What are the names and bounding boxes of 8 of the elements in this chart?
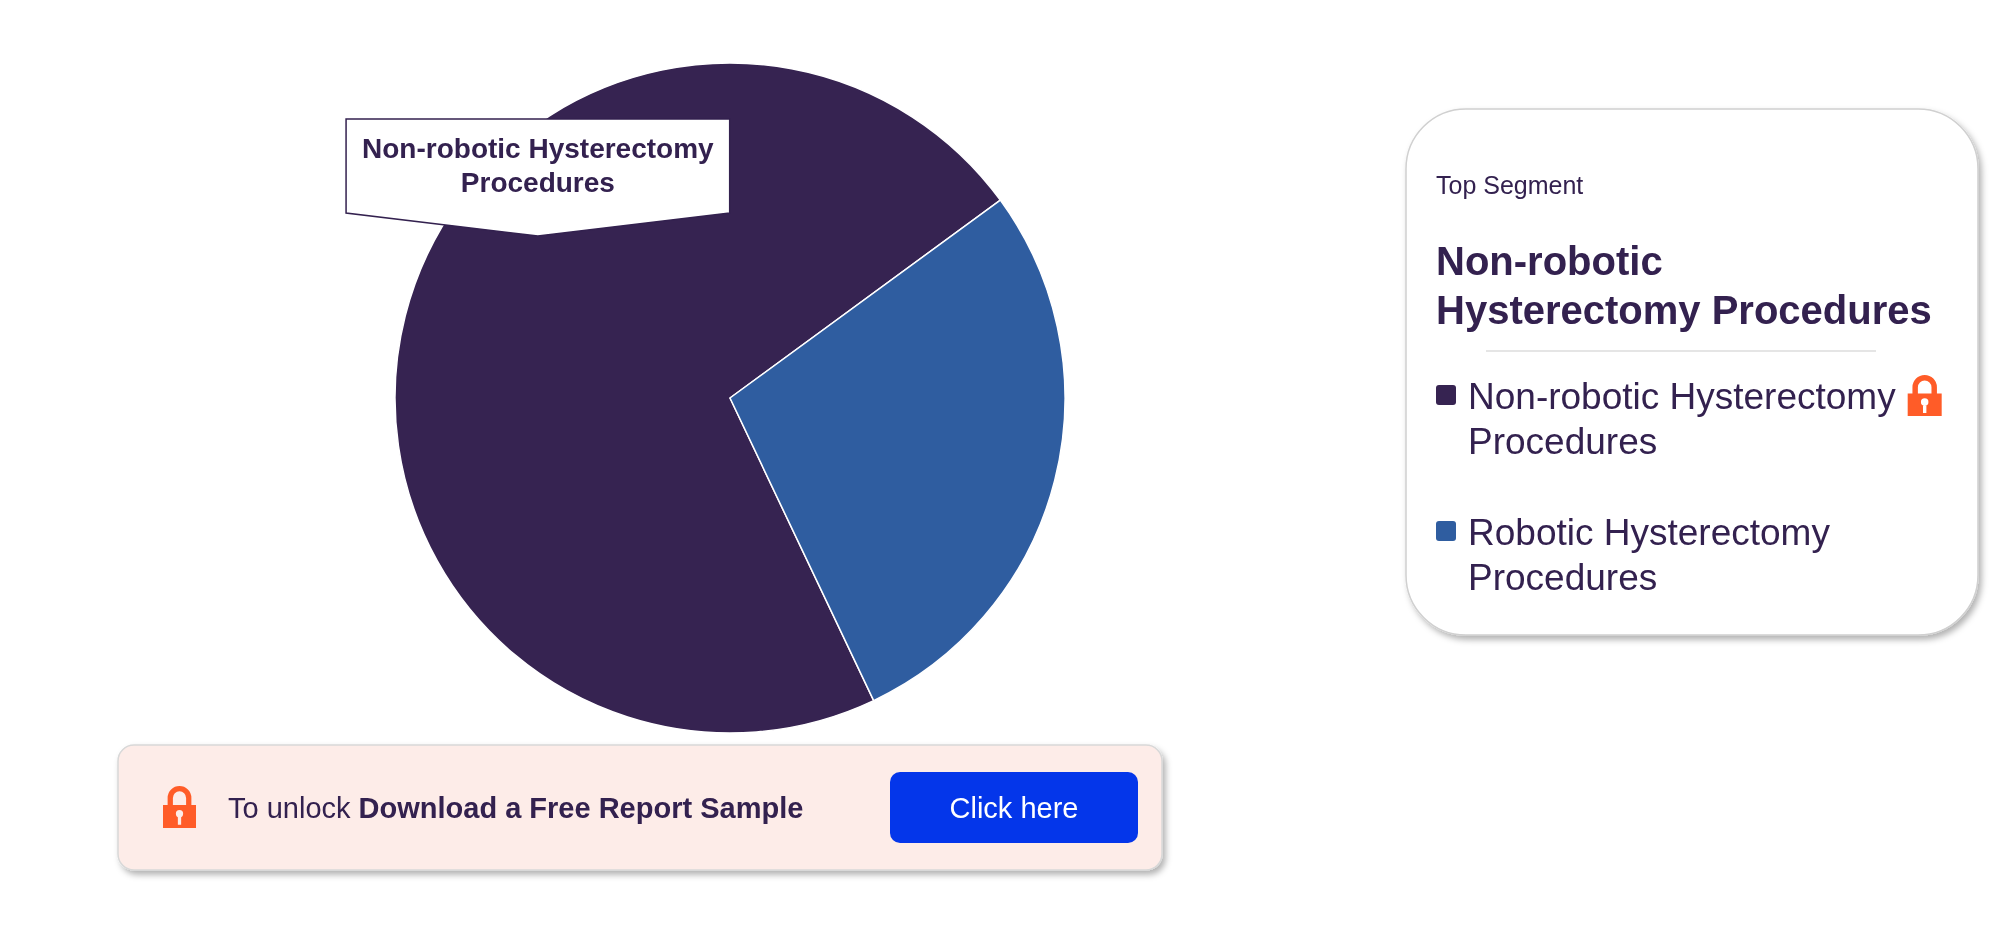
text: Click here — [949, 792, 1079, 824]
text: Top Segment — [1436, 171, 1584, 199]
slice-label: Non-robotic Hysterectomy Procedures — [362, 133, 715, 199]
text: To unlock — [228, 792, 352, 824]
text: Download a Free Report Sample — [358, 792, 804, 824]
legend-label: Robotic Hysterectomy Procedures — [1468, 512, 1831, 598]
legend-label: Non-robotic Hysterectomy Procedures — [1468, 376, 1897, 462]
text: Non-robotic Hysterectomy Procedures — [1436, 239, 1932, 332]
